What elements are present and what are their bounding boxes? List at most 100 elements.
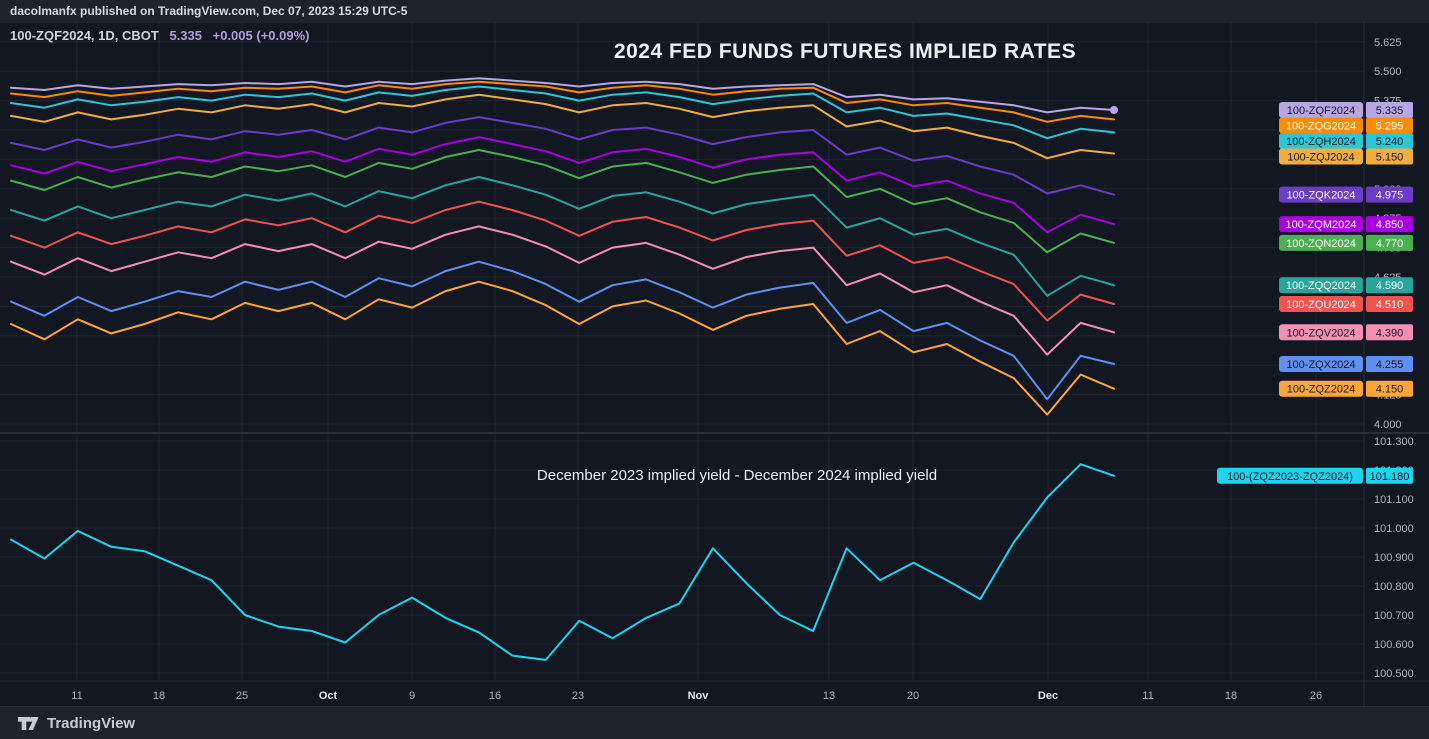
series-price-text: 4.390 <box>1376 327 1404 339</box>
series-line-SPREAD[interactable] <box>10 463 1115 661</box>
series-name-label-ZQZ2024[interactable] <box>1279 380 1363 397</box>
y-axis-label: 101.100 <box>1374 494 1414 506</box>
series-price-label-ZQV2024[interactable] <box>1366 324 1413 341</box>
y-axis-label: 100.700 <box>1374 610 1414 622</box>
series-price-text: 4.510 <box>1376 299 1404 311</box>
chart-title: 2024 FED FUNDS FUTURES IMPLIED RATES <box>613 40 1077 63</box>
series-line-ZQH2024[interactable] <box>10 85 1115 140</box>
series-name-text: 100-(ZQZ2023-ZQZ2024) <box>1227 471 1353 483</box>
series-price-text: 4.975 <box>1376 190 1404 202</box>
series-name-label-ZQG2024[interactable] <box>1279 117 1363 134</box>
series-line-ZQN2024[interactable] <box>10 149 1115 254</box>
y-axis-label: 101.000 <box>1374 523 1414 535</box>
legend-symbol[interactable]: 100-ZQF2024, 1D, CBOT <box>10 28 159 43</box>
x-axis-label[interactable]: 13 <box>823 690 835 702</box>
series-name-text: 100-ZQN2024 <box>1286 238 1356 250</box>
series-price-text: 4.255 <box>1376 359 1404 371</box>
series-price-label-ZQQ2024[interactable] <box>1366 277 1413 294</box>
series-name-label-ZQU2024[interactable] <box>1279 296 1363 313</box>
last-point-marker-ZQF2024 <box>1110 106 1118 115</box>
series-line-ZQJ2024[interactable] <box>10 93 1115 160</box>
y-axis-label: 100.500 <box>1374 668 1414 680</box>
y-axis-label: 5.625 <box>1374 37 1402 49</box>
tradingview-logo-icon[interactable] <box>18 716 39 731</box>
series-price-text: 4.770 <box>1376 238 1404 250</box>
series-name-text: 100-ZQH2024 <box>1286 136 1356 148</box>
series-name-label-SPREAD[interactable] <box>1217 467 1363 484</box>
series-line-ZQZ2024[interactable] <box>10 280 1115 416</box>
x-axis-label[interactable]: 9 <box>409 690 415 702</box>
tradingview-brand-text[interactable]: TradingView <box>47 714 136 732</box>
series-line-ZQU2024[interactable] <box>10 200 1115 322</box>
series-line-ZQF2024[interactable] <box>10 77 1115 114</box>
series-name-text: 100-ZQK2024 <box>1286 190 1355 202</box>
series-name-text: 100-ZQX2024 <box>1286 359 1355 371</box>
x-axis-label[interactable]: Dec <box>1038 690 1058 702</box>
series-price-text: 5.335 <box>1376 105 1404 117</box>
x-axis-label[interactable]: 18 <box>153 690 165 702</box>
tradingview-footer: TradingView <box>0 706 1429 739</box>
series-name-label-ZQM2024[interactable] <box>1279 216 1363 233</box>
series-name-text: 100-ZQJ2024 <box>1287 152 1354 164</box>
legend-last-price: 5.335 <box>169 28 202 43</box>
series-price-label-ZQU2024[interactable] <box>1366 296 1413 313</box>
series-name-label-ZQN2024[interactable] <box>1279 234 1363 251</box>
series-name-label-ZQH2024[interactable] <box>1279 133 1363 150</box>
series-name-label-ZQJ2024[interactable] <box>1279 148 1363 165</box>
y-axis-label: 100.800 <box>1374 581 1414 593</box>
x-axis-label[interactable]: 25 <box>236 690 248 702</box>
x-axis-label[interactable]: Nov <box>688 690 710 702</box>
y-axis-label: 4.000 <box>1374 419 1402 431</box>
series-name-label-ZQQ2024[interactable] <box>1279 277 1363 294</box>
series-line-ZQQ2024[interactable] <box>10 176 1115 297</box>
attribution-bar: dacolmanfx published on TradingView.com,… <box>0 0 1429 22</box>
series-price-label-SPREAD[interactable] <box>1366 467 1413 484</box>
series-name-label-ZQV2024[interactable] <box>1279 324 1363 341</box>
series-price-label-ZQG2024[interactable] <box>1366 117 1413 134</box>
x-axis-label[interactable]: Oct <box>319 690 338 702</box>
y-axis-label: 101.300 <box>1374 436 1414 448</box>
y-axis-label: 100.900 <box>1374 552 1414 564</box>
series-line-ZQV2024[interactable] <box>10 225 1115 356</box>
series-price-text: 101.180 <box>1370 471 1410 483</box>
series-name-label-ZQX2024[interactable] <box>1279 356 1363 373</box>
series-line-ZQK2024[interactable] <box>10 116 1115 196</box>
series-name-label-ZQK2024[interactable] <box>1279 186 1363 203</box>
series-name-label-ZQF2024[interactable] <box>1279 102 1363 119</box>
series-price-label-ZQF2024[interactable] <box>1366 102 1413 119</box>
legend-change: +0.005 (+0.09%) <box>212 28 310 43</box>
series-name-text: 100-ZQM2024 <box>1286 219 1357 231</box>
series-price-label-ZQN2024[interactable] <box>1366 234 1413 251</box>
x-axis-label[interactable]: 20 <box>907 690 919 702</box>
x-axis-label[interactable]: 26 <box>1310 690 1322 702</box>
series-name-text: 100-ZQZ2024 <box>1287 384 1355 396</box>
series-price-label-ZQH2024[interactable] <box>1366 133 1413 150</box>
x-axis-label[interactable]: 23 <box>572 690 584 702</box>
symbol-legend[interactable]: 100-ZQF2024, 1D, CBOT 5.335 +0.005 (+0.0… <box>10 28 309 43</box>
series-price-text: 5.150 <box>1376 152 1404 164</box>
series-name-text: 100-ZQQ2024 <box>1286 280 1356 292</box>
y-axis-label: 100.600 <box>1374 639 1414 651</box>
series-line-ZQX2024[interactable] <box>10 260 1115 401</box>
series-price-text: 5.240 <box>1376 136 1404 148</box>
series-name-text: 100-ZQU2024 <box>1286 299 1356 311</box>
x-axis-label[interactable]: 11 <box>1142 690 1153 702</box>
series-price-text: 4.150 <box>1376 384 1404 396</box>
series-price-label-ZQM2024[interactable] <box>1366 216 1413 233</box>
x-axis-label[interactable]: 11 <box>71 690 82 702</box>
y-axis-label: 5.500 <box>1374 66 1402 78</box>
x-axis-label[interactable]: 16 <box>489 690 501 702</box>
series-price-label-ZQJ2024[interactable] <box>1366 148 1413 165</box>
series-line-ZQG2024[interactable] <box>10 80 1115 123</box>
series-price-label-ZQZ2024[interactable] <box>1366 380 1413 397</box>
series-line-ZQM2024[interactable] <box>10 136 1115 234</box>
series-price-text: 5.295 <box>1376 121 1404 133</box>
series-price-label-ZQK2024[interactable] <box>1366 186 1413 203</box>
x-axis-label[interactable]: 18 <box>1225 690 1237 702</box>
series-price-text: 4.590 <box>1376 280 1404 292</box>
series-price-label-ZQX2024[interactable] <box>1366 356 1413 373</box>
spread-pane-title: December 2023 implied yield - December 2… <box>536 467 938 484</box>
series-name-text: 100-ZQG2024 <box>1286 121 1356 133</box>
